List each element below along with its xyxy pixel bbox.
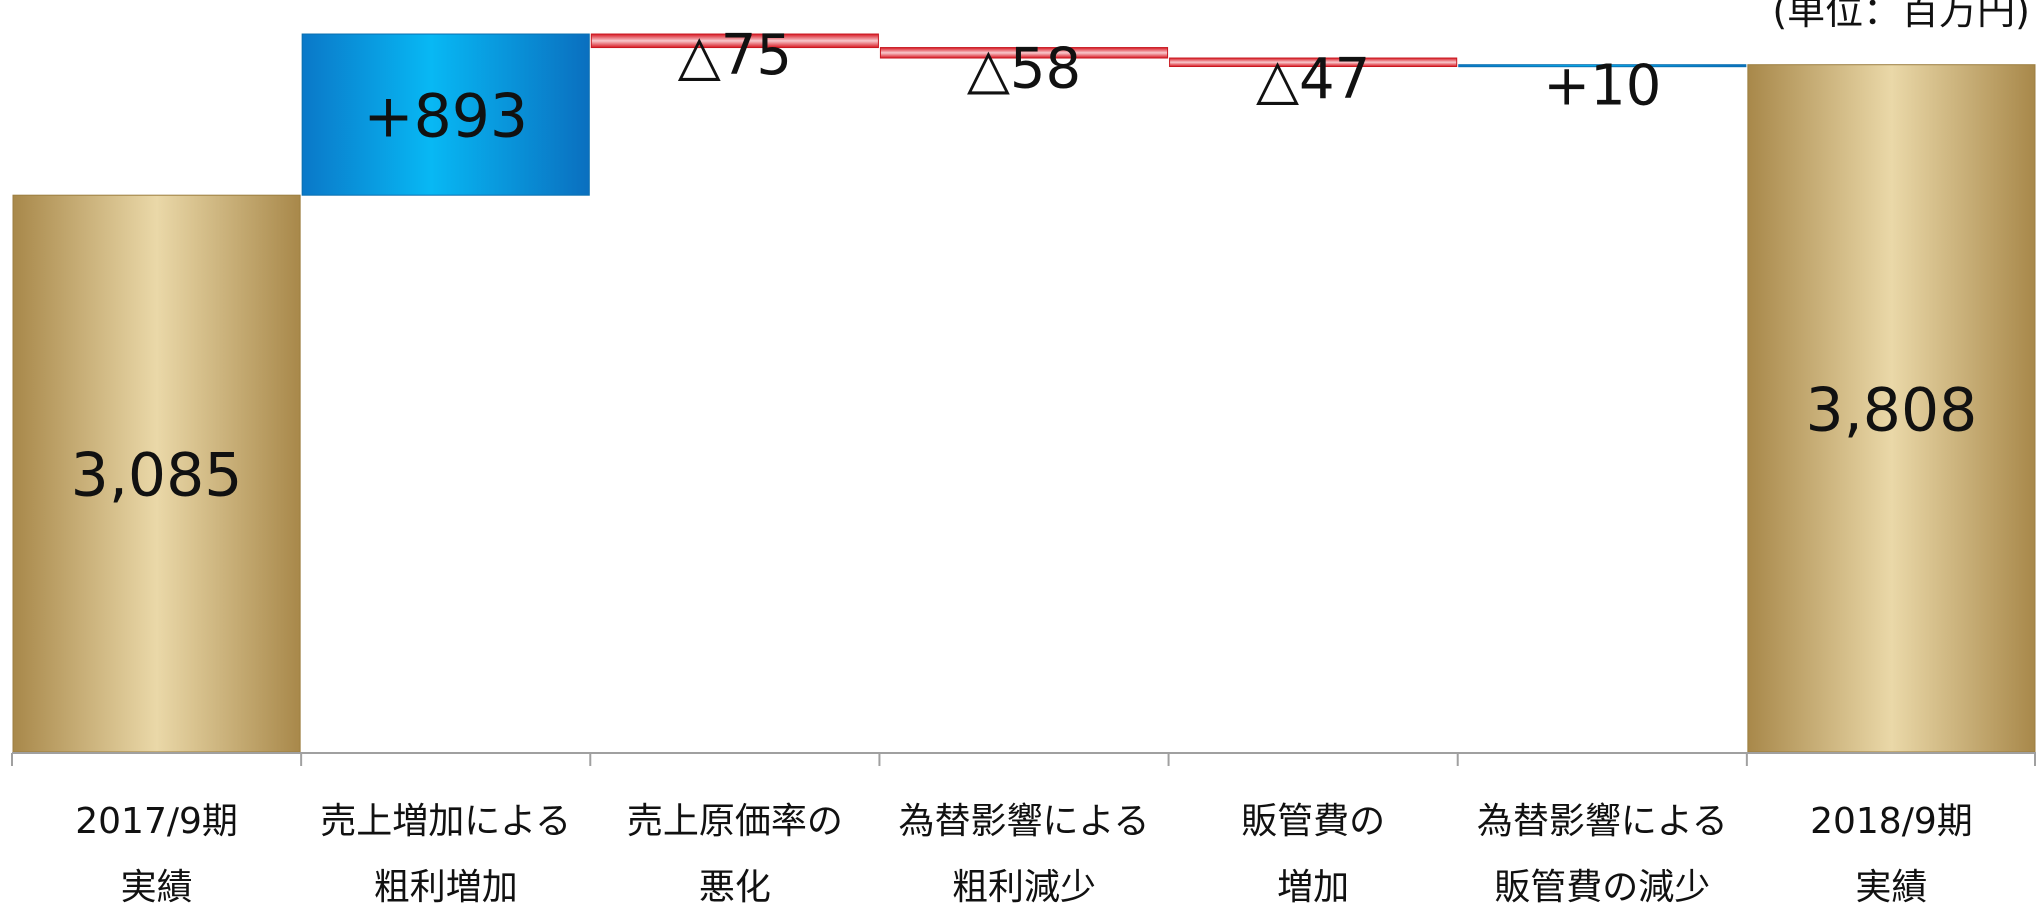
value-label-4: △47 (1256, 47, 1370, 112)
category-label-3-0: 為替影響による (899, 801, 1150, 842)
category-label-1-1: 粗利増加 (374, 867, 518, 904)
bar-3 (879, 47, 1169, 59)
category-label-6-1: 実績 (1855, 867, 1927, 904)
value-label-2: △75 (678, 23, 792, 88)
value-label-3: △58 (967, 37, 1081, 102)
value-label-6: 3,808 (1806, 375, 1978, 445)
category-label-5-0: 為替影響による (1477, 801, 1728, 842)
value-label-0: 3,085 (71, 441, 243, 511)
bar-1 (301, 33, 590, 196)
bar-5 (1458, 64, 1747, 68)
category-label-4-1: 増加 (1277, 867, 1349, 904)
category-label-5-1: 販管費の減少 (1494, 867, 1710, 904)
unit-note: (単位：百万円) (1772, 0, 2030, 33)
category-label-6-0: 2018/9期 (1810, 801, 1973, 842)
value-label-1: +893 (363, 82, 528, 152)
bar-0 (12, 194, 301, 753)
category-label-0-0: 2017/9期 (75, 801, 238, 842)
bar-6 (1747, 64, 2036, 753)
category-label-0-1: 実績 (121, 867, 193, 904)
value-label-5: +10 (1543, 54, 1661, 119)
category-label-4-0: 販管費の (1241, 801, 1385, 842)
bar-2 (590, 33, 879, 49)
category-label-3-1: 粗利減少 (952, 867, 1096, 904)
category-label-2-1: 悪化 (699, 867, 771, 904)
bar-4 (1169, 57, 1458, 68)
category-label-1-0: 売上増加による (320, 801, 571, 842)
category-label-2-0: 売上原価率の (627, 801, 843, 842)
